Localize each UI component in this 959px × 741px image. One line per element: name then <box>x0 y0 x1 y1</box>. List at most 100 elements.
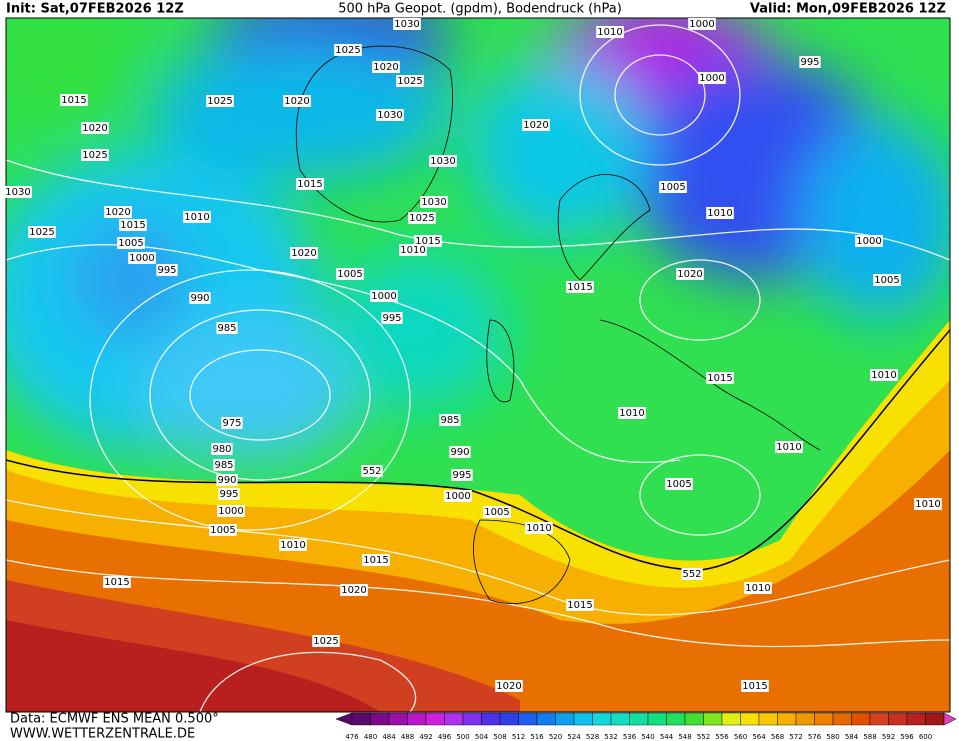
colorbar-label: 576 <box>808 733 822 741</box>
isobar-label: 1010 <box>745 583 770 594</box>
colorbar-label: 532 <box>604 733 617 741</box>
isobar-label: 980 <box>212 444 231 455</box>
isobar-label-bg <box>290 247 318 259</box>
isobar-label-bg <box>566 281 594 293</box>
colorbar-label: 536 <box>623 733 637 741</box>
isobar-label-bg <box>706 207 734 219</box>
isobar-label-bg <box>522 119 550 131</box>
colorbar-label: 520 <box>549 733 562 741</box>
colorbar-cell <box>555 712 575 726</box>
isobar-label: 1020 <box>677 269 702 280</box>
isobar-label: 1025 <box>29 227 54 238</box>
isobar-label-bg <box>372 61 400 73</box>
isobar-label: 1000 <box>129 253 154 264</box>
isobar-label-bg <box>429 155 457 167</box>
colorbar-label: 500 <box>456 733 469 741</box>
isobar-label: 1025 <box>82 150 107 161</box>
isobar-label-bg <box>209 524 237 536</box>
isobar-label-bg <box>334 44 362 56</box>
isobar-label-bg <box>451 469 473 481</box>
map-title: 500 hPa Geopot. (gpdm), Bodendruck (hPa) <box>338 2 622 17</box>
colorbar-cell <box>425 712 445 726</box>
colorbar-label: 540 <box>641 733 654 741</box>
isobar-label-bg <box>741 680 769 692</box>
colorbar-cell <box>629 712 649 726</box>
isobar-label: 985 <box>214 460 233 471</box>
isobar-label-bg <box>81 122 109 134</box>
colorbar-cell <box>666 712 686 726</box>
colorbar-cell <box>869 712 889 726</box>
isobar-label: 1020 <box>523 120 548 131</box>
isobar-label-bg <box>312 635 340 647</box>
colorbar-cell <box>518 712 538 726</box>
isobar-label-bg <box>618 407 646 419</box>
isobar-label: 1030 <box>5 187 30 198</box>
isobar-label-bg <box>217 505 245 517</box>
isobar-label-bg <box>362 554 390 566</box>
isobar-label: 1020 <box>82 123 107 134</box>
colorbar-label: 600 <box>919 733 932 741</box>
isobar-label: 1030 <box>430 156 455 167</box>
isobar-label-bg <box>914 498 942 510</box>
isobar-label: 995 <box>219 489 238 500</box>
isobar-label: 1015 <box>61 95 86 106</box>
colorbar-label: 556 <box>715 733 729 741</box>
isobar-label: 1005 <box>666 479 691 490</box>
isobar-label: 1005 <box>118 238 143 249</box>
isobar-label: 1010 <box>871 370 896 381</box>
isobar-label: 990 <box>450 447 469 458</box>
colorbar-label: 484 <box>382 733 396 741</box>
isobar-label: 1010 <box>776 442 801 453</box>
isobar-label-bg <box>688 18 716 30</box>
isobar-label: 1025 <box>409 213 434 224</box>
colorbar-label: 592 <box>882 733 895 741</box>
colorbar-label: 588 <box>863 733 876 741</box>
isobar-label-bg <box>216 322 238 334</box>
isobar-label-bg <box>119 219 147 231</box>
colorbar-cell <box>925 712 945 726</box>
isobar-label: 1005 <box>210 525 235 536</box>
isobar-label: 1000 <box>445 491 470 502</box>
isobar-label-bg <box>206 95 234 107</box>
colorbar-cell <box>814 712 834 726</box>
isobar-label-bg <box>665 478 693 490</box>
isobar-label-bg <box>4 186 32 198</box>
isobar-label-bg <box>698 72 726 84</box>
isobar-label-bg <box>104 206 132 218</box>
colorbar-cell <box>370 712 390 726</box>
colorbar-label: 512 <box>512 733 525 741</box>
isobar-label-bg <box>213 459 235 471</box>
isobar-label: 1010 <box>280 540 305 551</box>
isobar-label: 995 <box>382 313 401 324</box>
isobar-label-bg <box>495 680 523 692</box>
isobar-label-bg <box>370 290 398 302</box>
isobar-label: 1000 <box>371 291 396 302</box>
isobar-label-bg <box>525 522 553 534</box>
isobar-label-bg <box>775 441 803 453</box>
isobar-label: 1010 <box>915 499 940 510</box>
isobar-label-bg <box>799 56 821 68</box>
isobar-label: 1000 <box>699 73 724 84</box>
isobar-label-bg <box>381 312 403 324</box>
map-field <box>6 18 950 712</box>
isobar-label: 1010 <box>184 212 209 223</box>
isobar-label: 1010 <box>597 27 622 38</box>
isobar-label-bg <box>596 26 624 38</box>
colorbar-cell <box>888 712 908 726</box>
isobar-label-bg <box>183 211 211 223</box>
isobar-label: 1025 <box>397 76 422 87</box>
isobar-label: 1020 <box>373 62 398 73</box>
isobar-label: 1005 <box>484 507 509 518</box>
isobar-label: 985 <box>217 323 236 334</box>
colorbar-label: 516 <box>530 733 544 741</box>
isobar-label-bg <box>681 568 703 580</box>
colorbar-cell <box>777 712 797 726</box>
colorbar-cell <box>388 712 408 726</box>
colorbar-cell <box>906 712 926 726</box>
colorbar-cell <box>536 712 556 726</box>
isobar-label: 1020 <box>291 248 316 259</box>
isobar-label-bg <box>420 196 448 208</box>
isobar-label: 1005 <box>660 182 685 193</box>
colorbar-label: 504 <box>475 733 489 741</box>
